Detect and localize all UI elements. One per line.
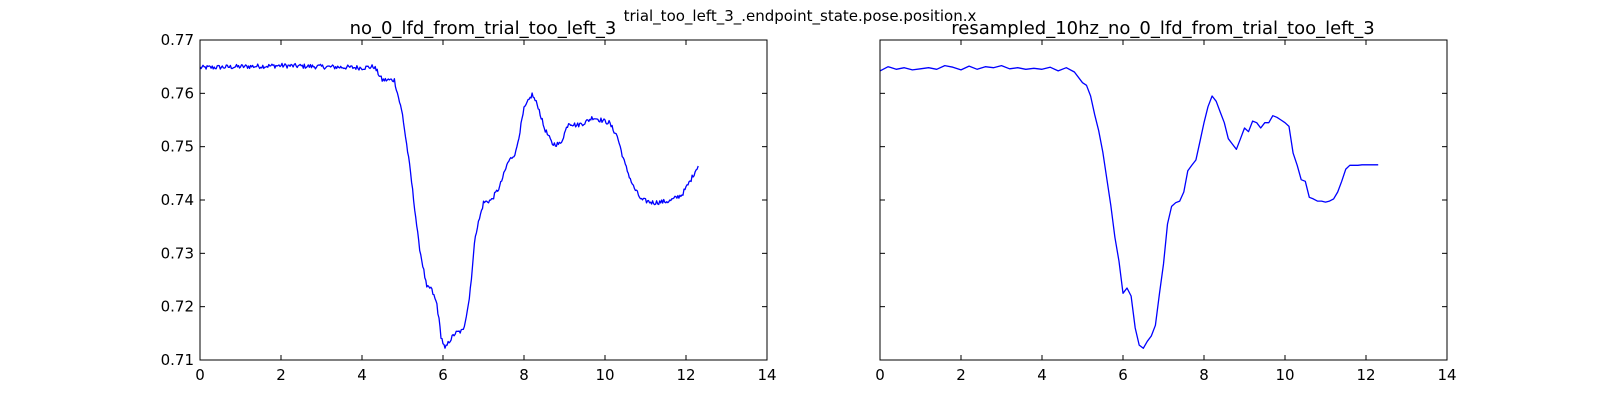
left-plot-frame [199,39,768,361]
left-series-line [199,62,699,349]
x-tick-label: 4 [357,366,367,384]
x-tick-label: 6 [438,366,448,384]
left-subplot: no_0_lfd_from_trial_too_left_3 0 2 4 6 8 10 12… [161,18,777,384]
y-tick-label: 0.76 [161,84,194,102]
x-tick-label: 2 [276,366,286,384]
x-tick-label: 14 [757,366,776,384]
right-plot-frame [879,39,1448,361]
right-series-line [879,64,1379,349]
x-tick-label: 0 [875,366,885,384]
y-tick-label: 0.77 [161,31,194,49]
x-tick-label: 4 [1037,366,1047,384]
x-tick-label: 8 [519,366,529,384]
left-subplot-title: no_0_lfd_from_trial_too_left_3 [350,18,617,39]
x-tick-label: 6 [1118,366,1128,384]
right-subplot-title: resampled_10hz_no_0_lfd_from_trial_too_l… [951,18,1374,39]
left-subplot-ticks: 0 2 4 6 8 10 12 14 0.71 0.72 0.73 0.74 0.75 0.76 0.77 [161,31,777,384]
figure-suptitle: trial_too_left_3_.endpoint_state.pose.po… [624,7,977,26]
x-tick-label: 0 [195,366,205,384]
x-tick-label: 10 [1275,366,1294,384]
x-tick-label: 14 [1437,366,1456,384]
x-tick-label: 2 [956,366,966,384]
y-tick-label: 0.74 [161,191,194,209]
x-tick-label: 10 [595,366,614,384]
x-tick-label: 12 [676,366,695,384]
right-subplot: resampled_10hz_no_0_lfd_from_trial_too_l… [875,18,1456,384]
x-tick-label: 8 [1199,366,1209,384]
y-tick-label: 0.71 [161,351,194,369]
y-tick-label: 0.73 [161,244,194,262]
y-tick-label: 0.75 [161,138,194,156]
y-tick-label: 0.72 [161,298,194,316]
x-tick-label: 12 [1356,366,1375,384]
